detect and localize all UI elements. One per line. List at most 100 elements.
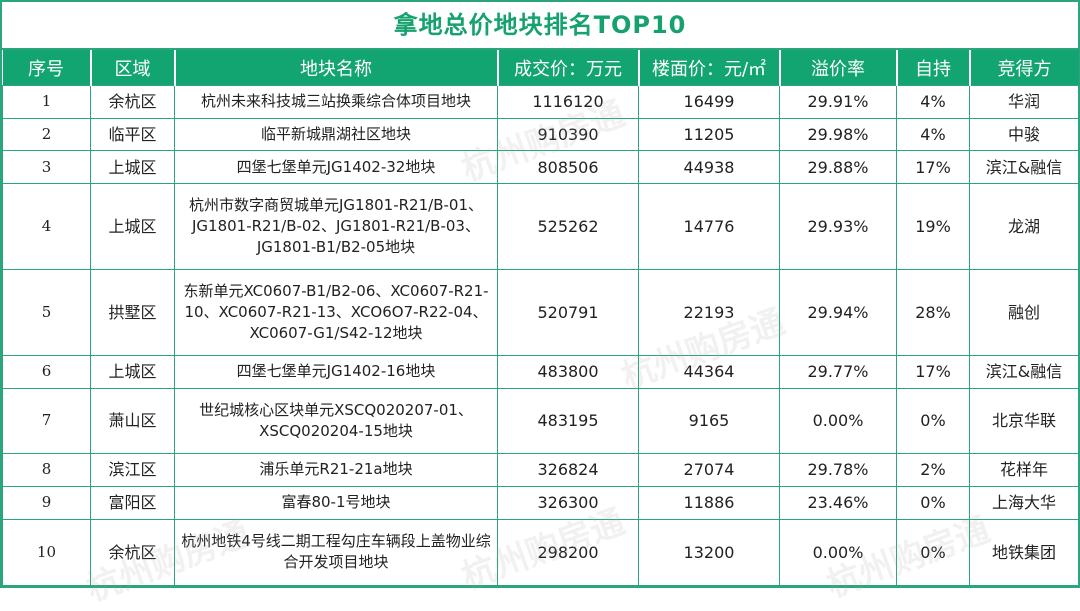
land-ranking-table: 序号 区域 地块名称 成交价：万元 楼面价：元/㎡ 溢价率 自持 竞得方 1 余… <box>2 50 1079 586</box>
row-premium: 23.46% <box>779 485 897 520</box>
row-self-hold: 0% <box>896 518 970 586</box>
header-floor-price: 楼面价：元/㎡ <box>638 50 781 86</box>
row-winner: 北京华联 <box>969 387 1079 455</box>
header-price: 成交价：万元 <box>497 50 640 86</box>
row-floor-price: 16499 <box>638 85 780 119</box>
row-district: 余杭区 <box>90 85 175 119</box>
row-price: 520791 <box>497 269 639 356</box>
row-name: 杭州未来科技城三站换乘综合体项目地块 <box>174 85 498 119</box>
row-district: 临平区 <box>90 117 175 152</box>
row-winner: 中骏 <box>969 117 1079 152</box>
row-no: 4 <box>2 183 91 271</box>
row-district: 富阳区 <box>90 485 175 520</box>
header-no: 序号 <box>2 50 92 86</box>
row-name: 四堡七堡单元JG1402-16地块 <box>174 354 498 389</box>
row-name: 东新单元XC0607-B1/B2-06、XC0607-R21-10、XC0607… <box>174 269 498 356</box>
row-no: 2 <box>2 117 91 152</box>
row-district: 上城区 <box>90 150 175 185</box>
row-name: 杭州地铁4号线二期工程勾庄车辆段上盖物业综合开发项目地块 <box>174 518 498 586</box>
row-winner: 上海大华 <box>969 485 1079 520</box>
row-floor-price: 9165 <box>638 387 780 455</box>
row-no: 1 <box>2 85 91 119</box>
row-winner: 地铁集团 <box>969 518 1079 586</box>
row-no: 6 <box>2 354 91 389</box>
row-premium: 29.91% <box>779 85 897 119</box>
row-price: 808506 <box>497 150 639 185</box>
row-district: 上城区 <box>90 354 175 389</box>
row-floor-price: 11886 <box>638 485 780 520</box>
row-price: 326824 <box>497 453 639 487</box>
row-price: 326300 <box>497 485 639 520</box>
header-name: 地块名称 <box>174 50 499 86</box>
row-winner: 滨江&融信 <box>969 354 1079 389</box>
header-row: 序号 区域 地块名称 成交价：万元 楼面价：元/㎡ 溢价率 自持 竞得方 <box>2 50 1079 86</box>
row-name: 世纪城核心区块单元XSCQ020207-01、XSCQ020204-15地块 <box>174 387 498 455</box>
row-name: 富春80-1号地块 <box>174 485 498 520</box>
row-no: 9 <box>2 485 91 520</box>
row-no: 3 <box>2 150 91 185</box>
row-premium: 0.00% <box>779 387 897 455</box>
row-self-hold: 17% <box>896 354 970 389</box>
header-winner: 竞得方 <box>969 50 1079 86</box>
table-row: 2 临平区 临平新城鼎湖社区地块 910390 11205 29.98% 4% … <box>2 117 1079 152</box>
row-name: 临平新城鼎湖社区地块 <box>174 117 498 152</box>
row-no: 5 <box>2 269 91 356</box>
row-self-hold: 0% <box>896 485 970 520</box>
row-district: 萧山区 <box>90 387 175 455</box>
row-premium: 29.98% <box>779 117 897 152</box>
row-premium: 29.88% <box>779 150 897 185</box>
table-row: 6 上城区 四堡七堡单元JG1402-16地块 483800 44364 29.… <box>2 354 1079 389</box>
row-floor-price: 14776 <box>638 183 780 271</box>
row-floor-price: 44938 <box>638 150 780 185</box>
row-price: 298200 <box>497 518 639 586</box>
row-price: 483195 <box>497 387 639 455</box>
row-floor-price: 22193 <box>638 269 780 356</box>
row-name: 浦乐单元R21-21a地块 <box>174 453 498 487</box>
header-district: 区域 <box>90 50 176 86</box>
table-row: 9 富阳区 富春80-1号地块 326300 11886 23.46% 0% 上… <box>2 485 1079 520</box>
row-self-hold: 28% <box>896 269 970 356</box>
row-district: 上城区 <box>90 183 175 271</box>
row-price: 525262 <box>497 183 639 271</box>
table-row: 4 上城区 杭州市数字商贸城单元JG1801-R21/B-01、JG1801-R… <box>2 183 1079 271</box>
row-district: 拱墅区 <box>90 269 175 356</box>
row-floor-price: 44364 <box>638 354 780 389</box>
row-price: 483800 <box>497 354 639 389</box>
table-row: 8 滨江区 浦乐单元R21-21a地块 326824 27074 29.78% … <box>2 453 1079 487</box>
row-no: 10 <box>2 518 91 586</box>
row-floor-price: 11205 <box>638 117 780 152</box>
row-floor-price: 27074 <box>638 453 780 487</box>
row-name: 杭州市数字商贸城单元JG1801-R21/B-01、JG1801-R21/B-0… <box>174 183 498 271</box>
row-premium: 29.78% <box>779 453 897 487</box>
table-row: 5 拱墅区 东新单元XC0607-B1/B2-06、XC0607-R21-10、… <box>2 269 1079 356</box>
row-price: 1116120 <box>497 85 639 119</box>
row-winner: 花样年 <box>969 453 1079 487</box>
row-name: 四堡七堡单元JG1402-32地块 <box>174 150 498 185</box>
table-row: 1 余杭区 杭州未来科技城三站换乘综合体项目地块 1116120 16499 2… <box>2 85 1079 119</box>
header-premium: 溢价率 <box>779 50 898 86</box>
row-self-hold: 4% <box>896 117 970 152</box>
header-self-hold: 自持 <box>896 50 971 86</box>
row-self-hold: 0% <box>896 387 970 455</box>
row-winner: 融创 <box>969 269 1079 356</box>
row-district: 滨江区 <box>90 453 175 487</box>
row-premium: 0.00% <box>779 518 897 586</box>
row-self-hold: 4% <box>896 85 970 119</box>
table-row: 7 萧山区 世纪城核心区块单元XSCQ020207-01、XSCQ020204-… <box>2 387 1079 455</box>
row-no: 8 <box>2 453 91 487</box>
row-premium: 29.77% <box>779 354 897 389</box>
table-row: 10 余杭区 杭州地铁4号线二期工程勾庄车辆段上盖物业综合开发项目地块 2982… <box>2 518 1079 586</box>
row-district: 余杭区 <box>90 518 175 586</box>
row-winner: 华润 <box>969 85 1079 119</box>
row-no: 7 <box>2 387 91 455</box>
row-premium: 29.93% <box>779 183 897 271</box>
row-self-hold: 17% <box>896 150 970 185</box>
row-self-hold: 19% <box>896 183 970 271</box>
row-price: 910390 <box>497 117 639 152</box>
row-winner: 滨江&融信 <box>969 150 1079 185</box>
table-title: 拿地总价地块排名TOP10 <box>2 2 1078 50</box>
row-floor-price: 13200 <box>638 518 780 586</box>
table-row: 3 上城区 四堡七堡单元JG1402-32地块 808506 44938 29.… <box>2 150 1079 185</box>
row-premium: 29.94% <box>779 269 897 356</box>
